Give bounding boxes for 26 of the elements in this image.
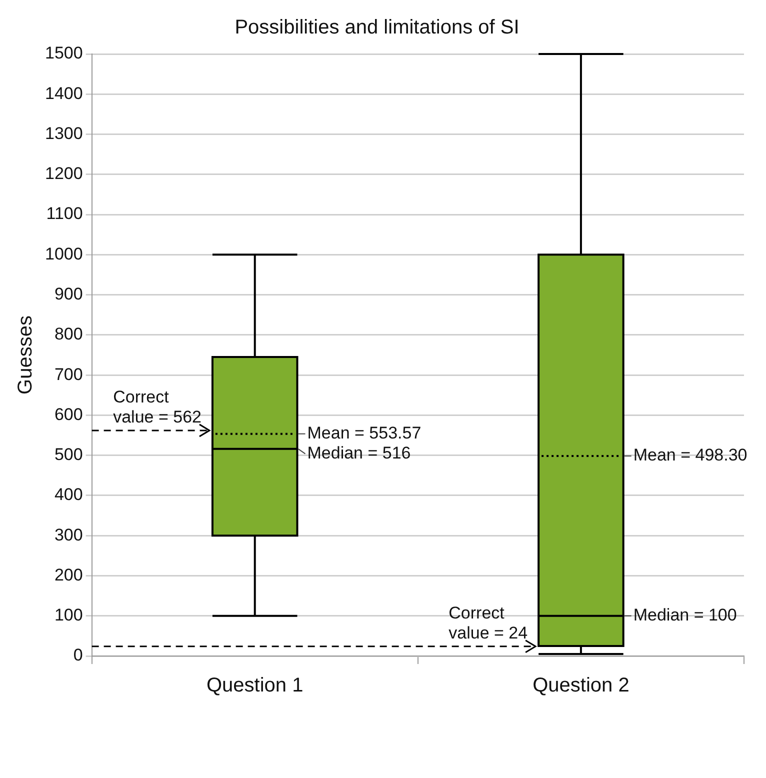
annotation: Median = 516 bbox=[307, 444, 411, 463]
y-tick-label: 0 bbox=[73, 646, 83, 665]
y-tick-label: 100 bbox=[54, 606, 83, 625]
annotation: Mean = 553.57 bbox=[307, 424, 422, 443]
y-axis-title: Guesses bbox=[14, 316, 37, 394]
y-tick-label: 500 bbox=[54, 445, 83, 464]
y-tick-label: 1300 bbox=[44, 124, 83, 143]
y-tick-label: 300 bbox=[54, 525, 83, 544]
y-tick-label: 1000 bbox=[44, 244, 83, 264]
y-tick-label: 700 bbox=[54, 364, 83, 384]
y-tick-label: 1200 bbox=[44, 164, 83, 184]
ref-line-label: Correct value = 24 bbox=[448, 603, 528, 642]
y-tick-label: 1100 bbox=[46, 204, 83, 224]
chart-title: Possibilities and limitations of SI bbox=[234, 16, 520, 39]
ref-line-label: Correct value = 562 bbox=[113, 387, 202, 426]
y-tick-label: 400 bbox=[54, 485, 83, 504]
y-tick-label: 200 bbox=[54, 565, 83, 584]
y-tick-label: 1500 bbox=[44, 44, 83, 63]
x-tick-label: Question 1 bbox=[206, 674, 304, 697]
y-tick-label: 1400 bbox=[44, 84, 83, 103]
y-tick-label: 600 bbox=[54, 404, 83, 424]
annotation: Median = 100 bbox=[633, 606, 737, 625]
annotation: Mean = 498.30 bbox=[633, 446, 748, 465]
y-tick-label: 900 bbox=[54, 284, 83, 304]
x-tick-label: Question 2 bbox=[532, 674, 630, 697]
y-tick-label: 800 bbox=[54, 324, 83, 344]
